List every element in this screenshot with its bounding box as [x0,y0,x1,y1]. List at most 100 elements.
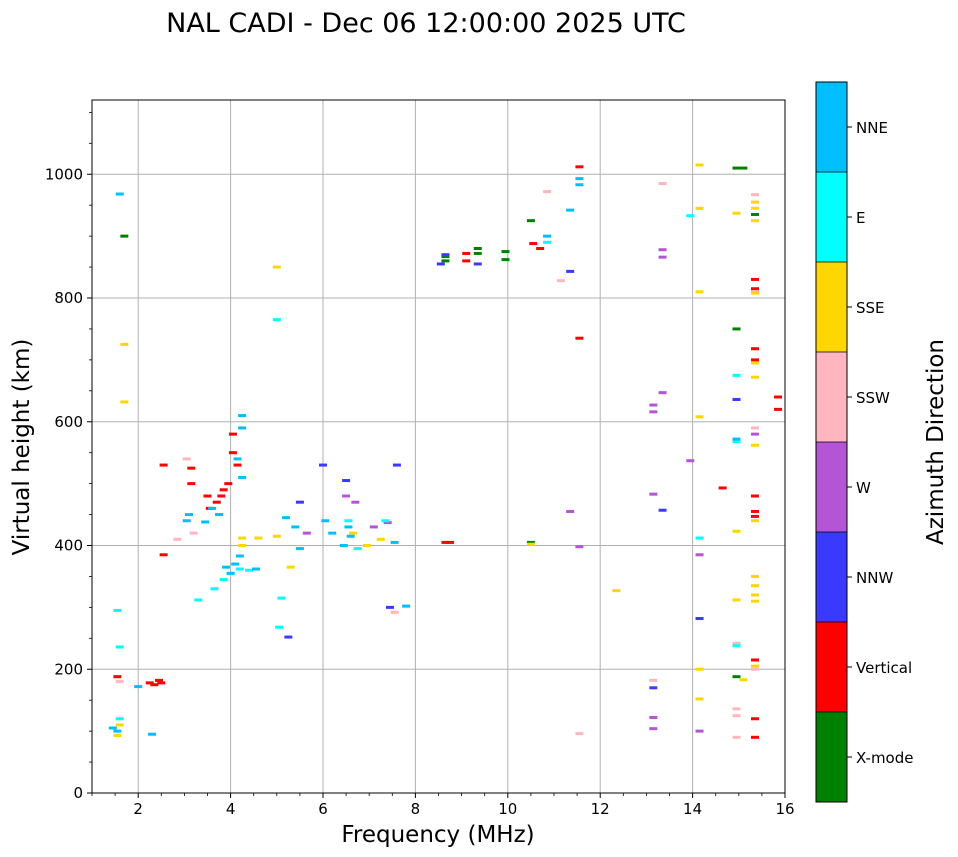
echo-point-sse [750,599,759,603]
echo-point-e [543,240,552,244]
echo-point-x-mode [441,259,450,263]
echo-point-vertical [774,395,783,399]
echo-point-vertical [228,451,237,455]
echo-point-vertical [228,432,237,436]
echo-point-vertical [718,486,727,490]
echo-point-sse [695,415,704,419]
echo-point-vertical [774,407,783,411]
colorbar-frame [815,81,848,803]
echo-point-nne [291,525,300,529]
echo-point-ssw [115,680,124,684]
echo-point-nnw [566,269,575,273]
echo-point-vertical [750,735,759,739]
echo-point-sse [695,697,704,701]
echo-point-sse [272,265,281,269]
echo-point-e [235,567,244,571]
echo-point-ssw [750,667,759,671]
echo-point-sse [732,598,741,602]
echo-point-nne [252,567,261,571]
echo-point-sse [750,375,759,379]
x-tick-label: 16 [775,800,794,818]
y-tick-label: 800 [54,289,83,307]
echo-point-nne [566,208,575,212]
echo-point-nne [402,604,411,608]
echo-point-ssw [658,182,667,186]
echo-point-w [342,494,351,498]
echo-point-nne [148,732,157,736]
x-tick-label: 8 [411,800,421,818]
echo-point-vertical [462,251,471,255]
echo-point-sse [113,733,122,737]
echo-point-vertical [446,540,455,544]
echo-point-sse [376,537,385,541]
echo-point-w [649,410,658,414]
y-tick-label: 1000 [45,165,83,183]
echo-point-x-mode [526,540,535,544]
echo-point-ssw [173,537,182,541]
echo-point-w [566,509,575,513]
echo-point-ssw [556,279,565,283]
echo-point-e [344,519,353,523]
echo-point-sse [750,291,759,295]
echo-point-vertical [203,494,212,498]
echo-point-w [658,248,667,252]
echo-point-vertical [219,488,228,492]
echo-point-nne [221,565,230,569]
echo-point-vertical [150,683,159,687]
echo-point-vertical [441,540,450,544]
colorbar-tick-label: NNE [856,119,888,137]
echo-point-nnw [342,479,351,483]
echo-point-vertical [750,287,759,291]
echo-point-x-mode [732,675,741,679]
echo-point-x-mode [120,234,129,238]
data-points [108,163,783,739]
colorbar-segment [816,712,847,802]
echo-point-nnw [295,500,304,504]
echo-point-nne [208,506,217,510]
echo-point-nnw [436,262,445,266]
echo-point-w [695,553,704,557]
echo-point-vertical [217,494,226,498]
echo-point-sse [238,536,247,540]
echo-point-w [658,391,667,395]
echo-point-sse [695,163,704,167]
echo-point-sse [349,531,358,535]
x-axis-label: Frequency (MHz) [341,822,534,848]
echo-point-x-mode [526,219,535,223]
echo-point-nne [201,520,210,524]
echo-point-nnw [658,508,667,512]
echo-point-nne [108,726,117,730]
colorbar-tick-label: Vertical [856,659,912,677]
colorbar-tick-label: X-mode [856,749,913,767]
echo-point-vertical [575,336,584,340]
echo-point-w [351,500,360,504]
echo-point-sse [526,542,535,546]
echo-point-nnw [319,463,327,467]
echo-point-ssw [182,457,191,461]
echo-point-vertical [159,463,168,467]
echo-point-vertical [750,658,759,662]
echo-point-w [383,521,392,525]
echo-point-e [210,587,219,591]
echo-point-x-mode [750,212,759,216]
echo-point-vertical [187,466,196,470]
echo-point-nne [390,540,399,544]
echo-point-e [219,578,228,582]
echo-point-nne [238,414,247,418]
echo-point-vertical [145,681,154,685]
x-tick-label: 14 [683,800,702,818]
echo-point-e [732,373,741,377]
echo-point-ssw [732,707,741,711]
echo-point-nne [113,729,122,733]
echo-point-x-mode [732,166,741,170]
echo-point-e [113,608,122,612]
echo-point-vertical [750,358,759,362]
colorbar-segment [816,442,847,532]
echo-point-sse [739,678,748,682]
echo-point-sse [612,589,621,593]
echo-point-sse [120,342,129,346]
echo-point-w [750,432,759,436]
echo-point-nne [321,519,330,523]
echo-point-nnw [649,686,658,690]
